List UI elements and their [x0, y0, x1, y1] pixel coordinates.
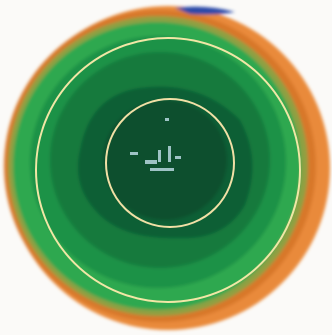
outer-ring: [35, 37, 301, 303]
spot: [145, 160, 157, 164]
central-spots: [130, 118, 181, 171]
inner-ring: [105, 98, 235, 228]
central-zone: [103, 100, 227, 220]
spot: [175, 156, 181, 159]
spot: [165, 118, 169, 121]
spot: [168, 146, 171, 162]
spot: [150, 168, 174, 171]
spot: [158, 150, 161, 162]
blue-zone: [175, 6, 235, 15]
spot: [130, 152, 138, 155]
map-zones: [4, 6, 330, 330]
